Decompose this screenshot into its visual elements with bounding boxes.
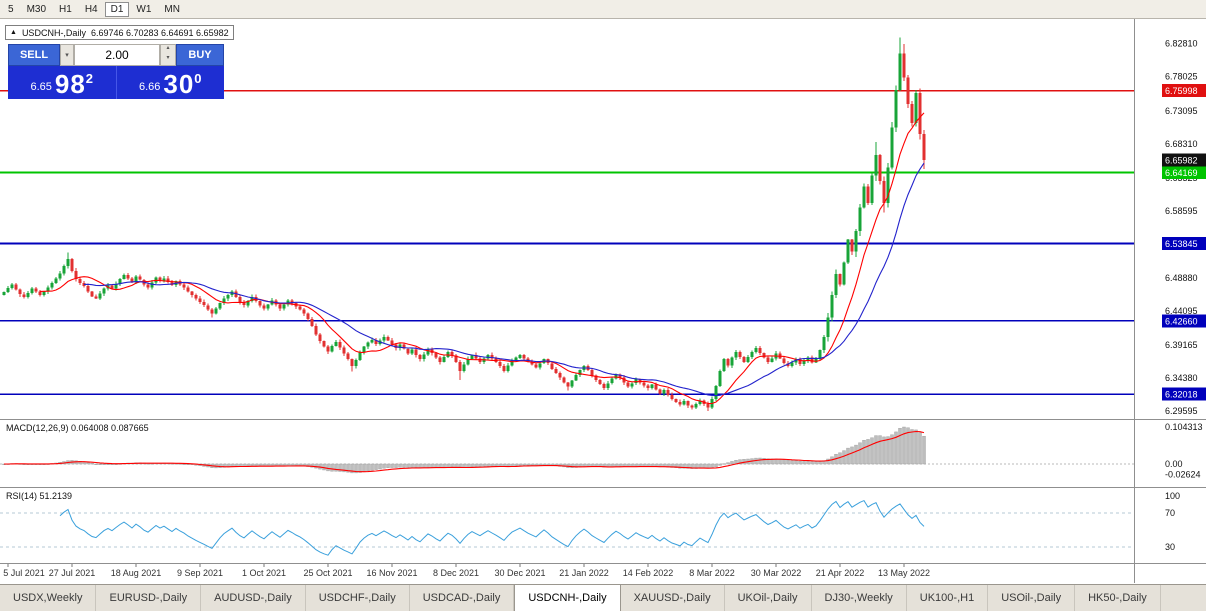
svg-text:16 Nov 2021: 16 Nov 2021 [366,568,417,578]
volume-input[interactable]: 2.00 [74,44,160,66]
svg-text:6.64169: 6.64169 [1165,168,1198,178]
macd-indicator-label: MACD(12,26,9) 0.064008 0.087665 [6,423,149,433]
timeframe-h4[interactable]: H4 [84,3,98,15]
chart-tab-hk50-daily[interactable]: HK50-,Daily [1075,585,1161,611]
svg-text:6.82810: 6.82810 [1165,39,1198,49]
timeframe-w1[interactable]: W1 [136,3,152,15]
svg-text:18 Aug 2021: 18 Aug 2021 [111,568,162,578]
chart-tab-ukoil-daily[interactable]: UKOil-,Daily [725,585,812,611]
buy-price[interactable]: 6.66 30 0 [117,66,225,99]
svg-text:13 May 2022: 13 May 2022 [878,568,930,578]
svg-text:6.39165: 6.39165 [1165,340,1198,350]
chart-tab-eurusd-daily[interactable]: EURUSD-,Daily [96,585,202,611]
svg-text:14 Feb 2022: 14 Feb 2022 [623,568,674,578]
svg-text:6.48880: 6.48880 [1165,273,1198,283]
chart-tab-usdchf-daily[interactable]: USDCHF-,Daily [306,585,410,611]
buy-price-big: 30 [163,69,195,99]
svg-text:6.75998: 6.75998 [1165,86,1198,96]
rsi-indicator-label: RSI(14) 51.2139 [6,491,73,501]
svg-text:6.68310: 6.68310 [1165,139,1198,149]
svg-text:6.73095: 6.73095 [1165,106,1198,116]
svg-text:27 Jul 2021: 27 Jul 2021 [49,568,96,578]
svg-text:6.78025: 6.78025 [1165,72,1198,82]
svg-text:-0.02624: -0.02624 [1165,470,1201,480]
svg-text:1 Oct 2021: 1 Oct 2021 [242,568,286,578]
svg-text:6.65982: 6.65982 [1165,155,1198,165]
sell-price-sup: 2 [85,71,94,86]
volume-up-icon[interactable]: ▴ [166,45,170,51]
buy-price-sup: 0 [194,71,202,86]
chart-tab-audusd-daily[interactable]: AUDUSD-,Daily [201,585,306,611]
chart-tab-uk100-h1[interactable]: UK100-,H1 [907,585,989,611]
price-axis[interactable]: 6.828106.780256.730956.683106.633256.585… [0,18,1206,583]
svg-text:30 Dec 2021: 30 Dec 2021 [494,568,545,578]
svg-text:6.44095: 6.44095 [1165,306,1198,316]
svg-text:6.42660: 6.42660 [1165,316,1198,326]
chart-tab-usdcad-daily[interactable]: USDCAD-,Daily [410,585,515,611]
symbol-marker-icon: ▲ [10,29,17,36]
timeframe-mn[interactable]: MN [164,3,180,15]
chart-title-box[interactable]: ▲ USDCNH-,Daily 6.69746 6.70283 6.64691 … [5,25,234,40]
svg-text:0.00: 0.00 [1165,459,1183,469]
chart-symbol-title: USDCNH-,Daily [21,27,86,38]
chart-ohlc-values: 6.69746 6.70283 6.64691 6.65982 [90,27,229,38]
svg-text:9 Sep 2021: 9 Sep 2021 [177,568,223,578]
sell-price[interactable]: 6.65 98 2 [8,66,117,99]
volume-dropdown-icon[interactable]: ▾ [60,44,74,66]
chart-tab-xauusd-daily[interactable]: XAUUSD-,Daily [621,585,725,611]
svg-text:100: 100 [1165,491,1180,501]
svg-text:6.29595: 6.29595 [1165,406,1198,416]
chart-tab-usdx-weekly[interactable]: USDX,Weekly [0,585,97,611]
svg-text:21 Apr 2022: 21 Apr 2022 [816,568,865,578]
volume-down-icon[interactable]: ▾ [166,55,170,61]
svg-text:6.32018: 6.32018 [1165,390,1198,400]
buy-button[interactable]: BUY [176,44,224,66]
volume-stepper[interactable]: ▴ ▾ [160,44,176,66]
level-lines[interactable] [0,90,1134,396]
svg-text:0.104313: 0.104313 [1165,422,1203,432]
svg-text:8 Dec 2021: 8 Dec 2021 [433,568,479,578]
rsi-panel [0,499,1134,556]
svg-text:5 Jul 2021: 5 Jul 2021 [3,568,45,578]
timeframe-d1[interactable]: D1 [104,1,130,17]
chart-tab-usoil-daily[interactable]: USOil-,Daily [988,585,1076,611]
macd-panel [0,426,1134,474]
timeframe-h1[interactable]: H1 [59,3,72,15]
svg-text:6.53845: 6.53845 [1165,239,1198,249]
timeframe-m30[interactable]: M30 [26,3,47,15]
svg-text:25 Oct 2021: 25 Oct 2021 [303,568,352,578]
sell-button[interactable]: SELL [8,44,60,66]
sell-price-big: 98 [54,69,86,99]
svg-text:6.34380: 6.34380 [1165,373,1198,383]
svg-text:30: 30 [1165,542,1175,552]
moving-average-lines [39,112,925,405]
timeframe-5[interactable]: 5 [8,3,14,15]
buy-price-small: 6.66 [138,81,161,93]
chart-canvas[interactable]: 6.828106.780256.730956.683106.633256.585… [0,0,1206,584]
svg-text:70: 70 [1165,508,1175,518]
chart-tabbar: USDX,Weekly EURUSD-,Daily AUDUSD-,Daily USD… [0,584,1206,611]
chart-tab-dj30-weekly[interactable]: DJ30-,Weekly [812,585,907,611]
sell-price-small: 6.65 [30,81,52,93]
svg-text:30 Mar 2022: 30 Mar 2022 [751,568,802,578]
date-axis[interactable]: 5 Jul 2021 27 Jul 2021 18 Aug 2021 9 Sep 20… [3,564,930,578]
timeframe-toolbar: 5 M30 H1 H4 D1 W1 MN [0,0,1206,19]
svg-text:8 Mar 2022: 8 Mar 2022 [689,568,735,578]
one-click-trade-panel: SELL ▾ 2.00 ▴ ▾ BUY 6.65 98 2 6.66 30 0 [8,44,224,99]
chart-tab-usdcnh-daily[interactable]: USDCNH-,Daily [514,585,621,611]
svg-text:6.58595: 6.58595 [1165,206,1198,216]
svg-text:21 Jan 2022: 21 Jan 2022 [559,568,609,578]
candles [2,37,926,411]
